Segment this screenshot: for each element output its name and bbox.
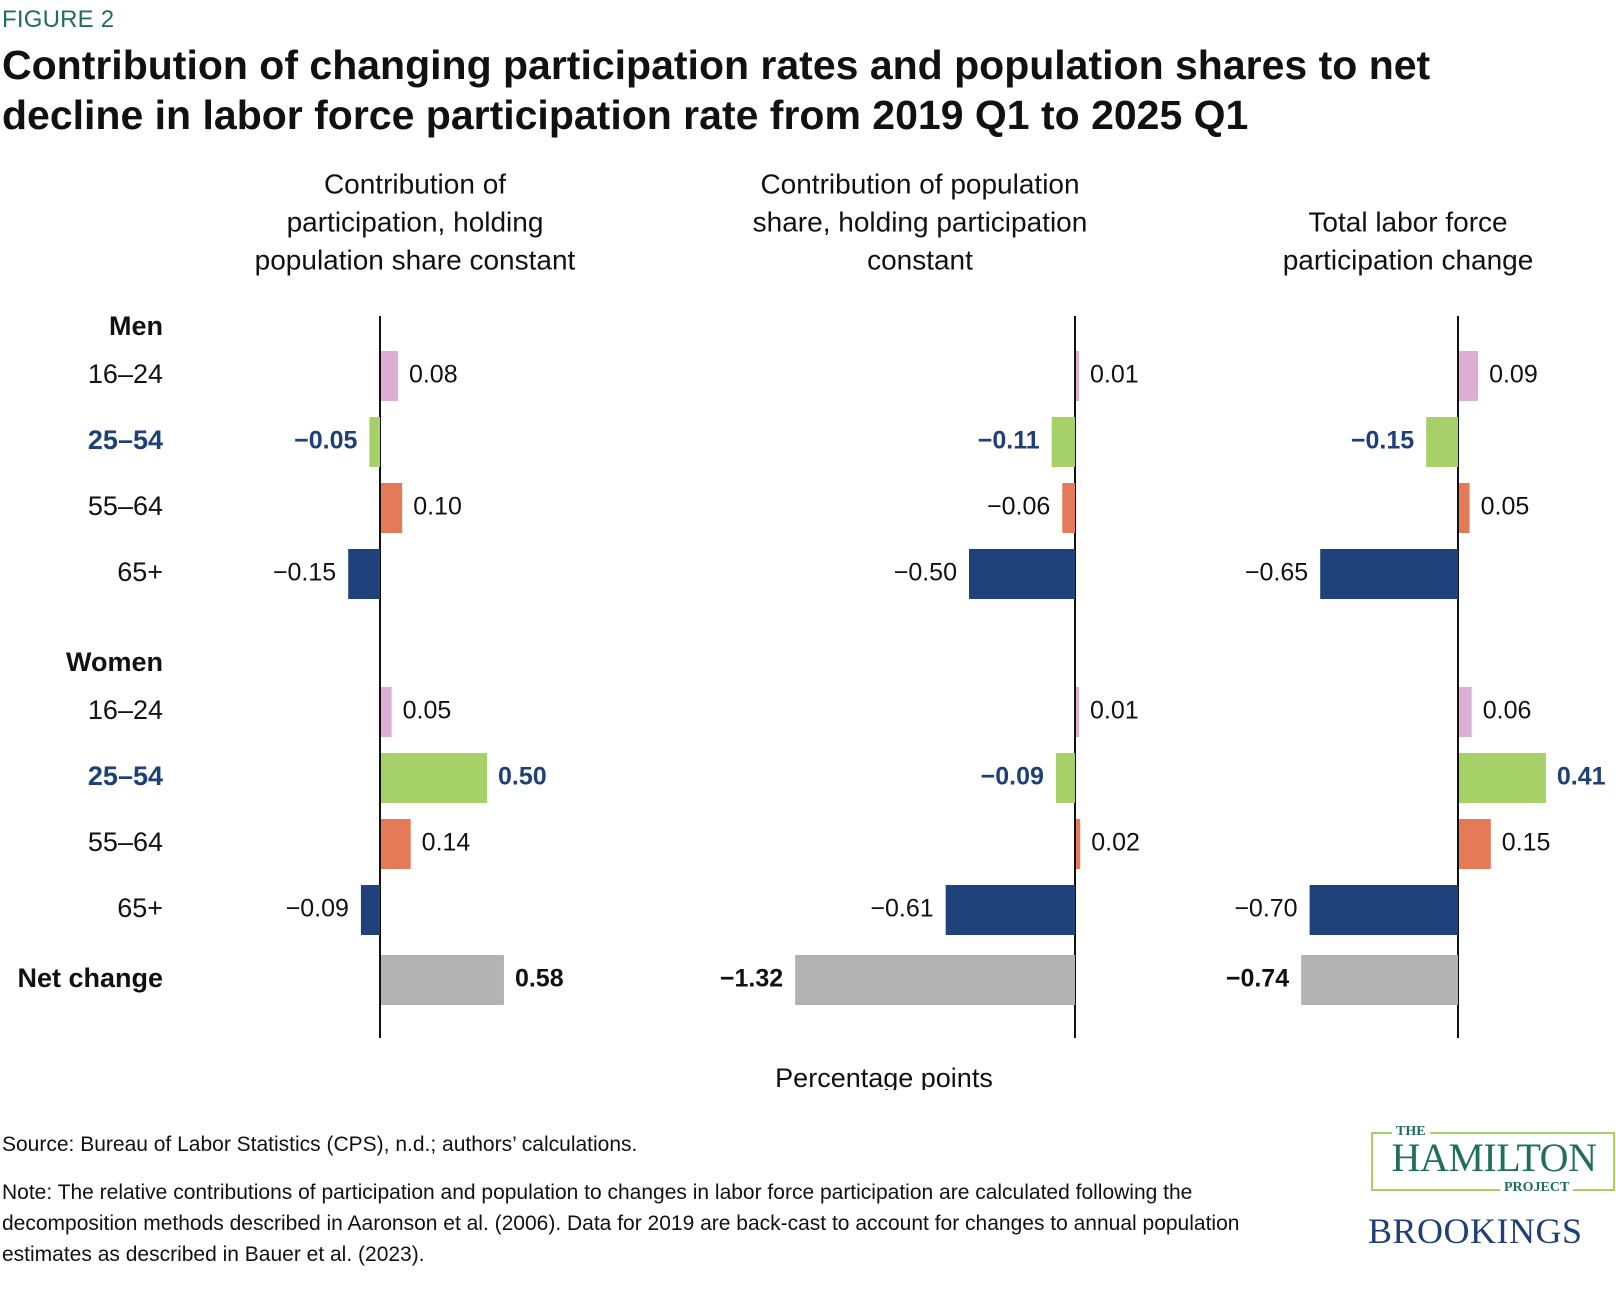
panel-title-line: Contribution of population: [760, 168, 1079, 199]
panel-title-line: participation change: [1283, 244, 1534, 275]
chart: Men 16–24 25–54 55–64 65+ Women 16–24 25–54 55–6…: [17, 168, 1606, 1090]
x-axis-label: Percentage points: [775, 1063, 993, 1090]
bar-men-2: [1062, 483, 1075, 533]
net-change-label: Net change: [17, 963, 163, 993]
panel-title-line: participation, holding: [287, 206, 544, 237]
bar-women-1: [1055, 753, 1075, 803]
group-label: Women: [66, 647, 163, 677]
hamilton-logo-the: THE: [1392, 1124, 1430, 1140]
bar-women-2: [1459, 819, 1491, 869]
data-label: 0.06: [1483, 697, 1532, 725]
bar-women-3: [360, 885, 380, 935]
data-label: −0.74: [1226, 965, 1289, 993]
data-label: 0.05: [1481, 493, 1530, 521]
hamilton-logo-project: PROJECT: [1500, 1180, 1574, 1196]
bar-men-2: [1459, 483, 1470, 533]
bar-net-change: [1301, 955, 1458, 1005]
brookings-logo: BROOKINGS: [1368, 1211, 1583, 1251]
data-label: −0.15: [1351, 427, 1414, 455]
bar-men-1: [1051, 417, 1075, 467]
panel-title-line: Contribution of: [324, 168, 506, 199]
group-label: Men: [109, 311, 163, 341]
bar-men-3: [1320, 549, 1458, 599]
bar-men-3: [348, 549, 380, 599]
methodology-note: Note: The relative contributions of part…: [2, 1181, 1240, 1266]
data-label: 0.01: [1090, 697, 1139, 725]
data-label: −1.32: [720, 965, 783, 993]
panel-title-line: share, holding participation: [753, 206, 1088, 237]
bar-men-3: [969, 549, 1075, 599]
data-label: 0.02: [1091, 829, 1140, 857]
data-label: 0.50: [498, 763, 547, 791]
bar-women-1: [381, 753, 487, 803]
panel-title-line: constant: [867, 244, 973, 275]
bar-women-0: [1459, 687, 1472, 737]
bar-women-0: [1076, 687, 1079, 737]
data-label: −0.70: [1234, 895, 1297, 923]
bar-men-1: [369, 417, 380, 467]
data-label: 0.10: [413, 493, 462, 521]
row-label: 65+: [117, 893, 163, 923]
bar-women-2: [1076, 819, 1081, 869]
data-label: −0.15: [273, 559, 336, 587]
bar-women-0: [381, 687, 392, 737]
data-label: 0.58: [515, 965, 564, 993]
bar-net-change: [381, 955, 504, 1005]
data-label: 0.08: [409, 361, 458, 389]
source-note: Source: Bureau of Labor Statistics (CPS)…: [2, 1133, 638, 1156]
data-label: 0.15: [1502, 829, 1551, 857]
panel-title-line: Total labor force: [1308, 206, 1507, 237]
bar-men-2: [381, 483, 403, 533]
row-label: 55–64: [88, 827, 163, 857]
data-label: 0.09: [1489, 361, 1538, 389]
data-label: 0.41: [1557, 763, 1606, 791]
data-label: −0.09: [981, 763, 1044, 791]
bar-women-3: [1309, 885, 1458, 935]
bar-women-3: [945, 885, 1075, 935]
chart-title: Contribution of changing participation r…: [2, 42, 1431, 138]
data-label: −0.50: [894, 559, 957, 587]
row-label: 25–54: [88, 761, 163, 791]
data-label: 0.01: [1090, 361, 1139, 389]
row-label: 25–54: [88, 425, 163, 455]
bar-men-1: [1426, 417, 1458, 467]
bar-women-1: [1459, 753, 1546, 803]
data-label: −0.06: [987, 493, 1050, 521]
data-label: −0.05: [294, 427, 357, 455]
data-label: 0.14: [422, 829, 471, 857]
row-label: 55–64: [88, 491, 163, 521]
data-label: −0.65: [1245, 559, 1308, 587]
data-label: −0.09: [286, 895, 349, 923]
row-label: 16–24: [88, 695, 163, 725]
row-label: 65+: [117, 557, 163, 587]
data-label: −0.61: [870, 895, 933, 923]
hamilton-project-logo: [1371, 1132, 1615, 1191]
row-label: 16–24: [88, 359, 163, 389]
bar-men-0: [1459, 351, 1479, 401]
data-label: 0.05: [403, 697, 452, 725]
panel-title-line: population share constant: [255, 244, 576, 275]
bar-men-0: [1076, 351, 1079, 401]
data-label: −0.11: [978, 427, 1040, 455]
bar-net-change: [795, 955, 1075, 1005]
hamilton-logo-name: HAMILTON: [1391, 1135, 1597, 1180]
bar-men-0: [381, 351, 398, 401]
figure-label: FIGURE 2: [2, 6, 115, 33]
bar-women-2: [381, 819, 411, 869]
